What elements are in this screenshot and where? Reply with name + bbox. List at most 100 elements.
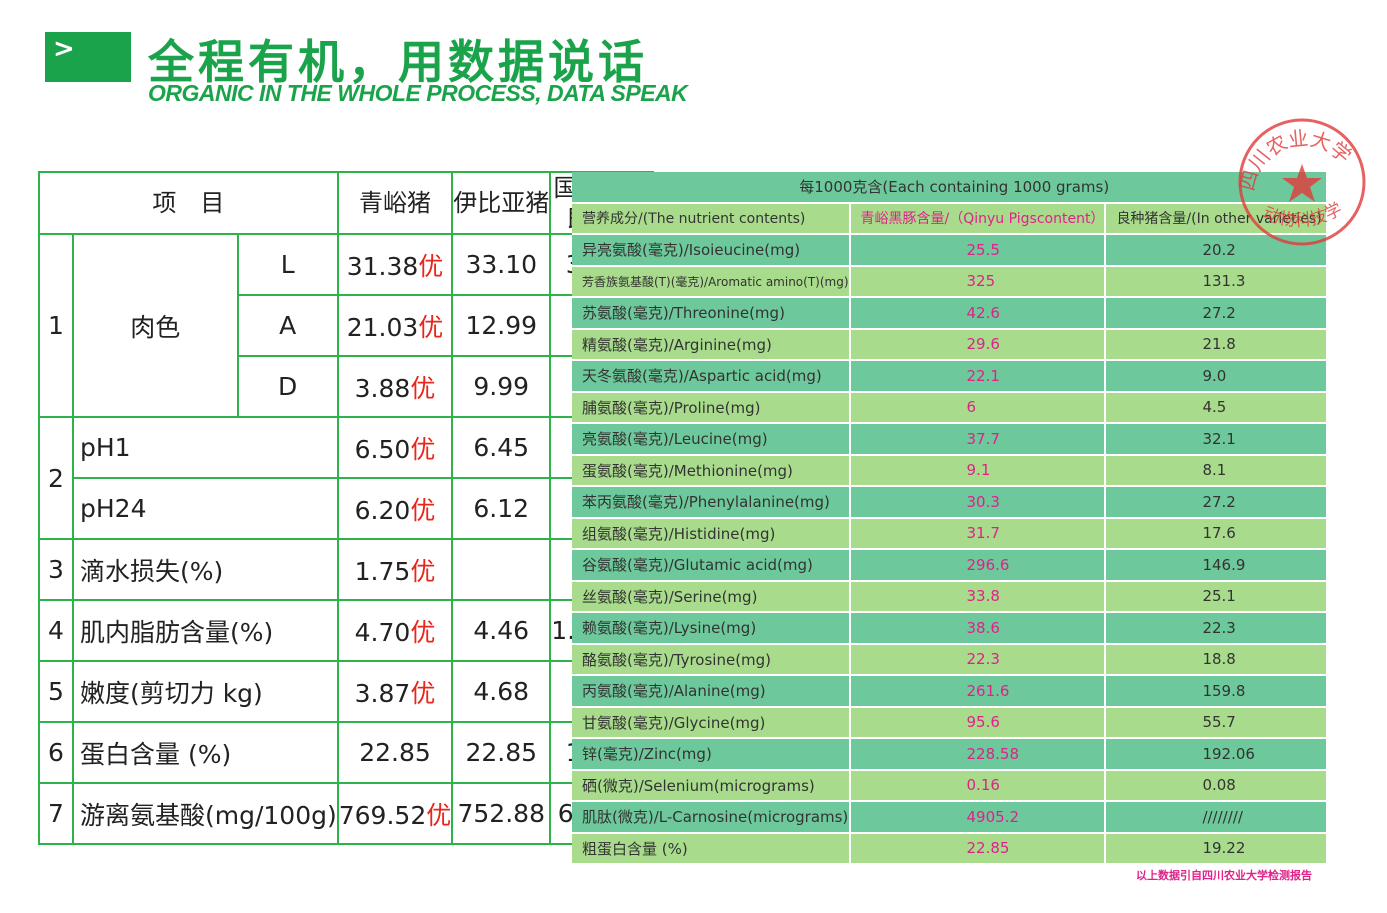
- header-text: 青峪猪: [359, 189, 431, 217]
- sub-item: A: [236, 294, 339, 357]
- qinyu-value: 25.5: [849, 234, 1107, 266]
- qinyu-value: 22.1: [849, 360, 1107, 392]
- sub-item: L: [236, 233, 339, 296]
- nutrient-name: 粗蛋白含量 (%): [572, 832, 851, 864]
- item: 游离氨基酸(mg/100g): [72, 782, 339, 845]
- nutrient-name: 苏氨酸(毫克)/Threonine(mg): [572, 297, 851, 329]
- row: 赖氨酸(毫克)/Lysine(mg) 38.6 22.3: [572, 612, 1329, 644]
- value: 6.20: [354, 495, 411, 525]
- row: 谷氨酸(毫克)/Glutamic acid(mg) 296.6 146.9: [572, 549, 1329, 581]
- value: 6.50: [354, 434, 411, 464]
- nutrient-name: 脯氨酸(毫克)/Proline(mg): [572, 391, 851, 423]
- other-value: 9.0: [1105, 360, 1329, 392]
- qinyu-value: 30.3: [849, 486, 1107, 518]
- header-text: 伊比亚猪: [453, 189, 550, 217]
- nutrient-name: 亮氨酸(毫克)/Leucine(mg): [572, 423, 851, 455]
- qinyu-value: 325: [849, 265, 1107, 297]
- value-cell: 21.03优: [336, 294, 454, 357]
- header-icon: >: [45, 32, 131, 82]
- nutrient-name: 赖氨酸(毫克)/Lysine(mg): [572, 612, 851, 644]
- other-value: 192.06: [1105, 738, 1329, 770]
- value: 3.88: [354, 373, 411, 403]
- excellent-mark: 优: [418, 251, 444, 281]
- item: 肌内脂肪含量(%): [72, 599, 339, 662]
- row: 粗蛋白含量 (%) 22.85 19.22: [572, 832, 1329, 864]
- qinyu-value: 38.6: [849, 612, 1107, 644]
- value-cell: 6.45: [451, 416, 552, 479]
- row: 精氨酸(毫克)/Arginine(mg) 29.6 21.8: [572, 328, 1329, 360]
- qinyu-value: 0.16: [849, 769, 1107, 801]
- other-value: 25.1: [1105, 580, 1329, 612]
- row: 苯丙氨酸(毫克)/Phenylalanine(mg) 30.3 27.2: [572, 486, 1329, 518]
- qinyu-value: 261.6: [849, 675, 1107, 707]
- nutrient-name: 精氨酸(毫克)/Arginine(mg): [572, 328, 851, 360]
- nutrient-name: 丝氨酸(毫克)/Serine(mg): [572, 580, 851, 612]
- nutrient-name: 天冬氨酸(毫克)/Aspartic acid(mg): [572, 360, 851, 392]
- row: 3 滴水损失(%) 1.75优 2.85: [38, 538, 654, 601]
- other-value: 159.8: [1105, 675, 1329, 707]
- value-cell: 22.85: [451, 721, 552, 784]
- row: 1 肉色 L 31.38优 33.10 37.18: [38, 233, 654, 418]
- header-cell: 青峪黑豚含量/（Qinyu Pigscontent）: [849, 202, 1107, 234]
- excellent-mark: 优: [410, 373, 436, 403]
- item: pH24: [72, 477, 339, 540]
- item: 滴水损失(%): [72, 538, 339, 601]
- value: 769.52: [338, 800, 427, 830]
- nutrient-name: 谷氨酸(毫克)/Glutamic acid(mg): [572, 549, 851, 581]
- row-number: 5: [38, 660, 74, 723]
- nutrient-name: 蛋氨酸(毫克)/Methionine(mg): [572, 454, 851, 486]
- row: 异亮氨酸(毫克)/Isoieucine(mg) 25.5 20.2: [572, 234, 1329, 266]
- other-value: 146.9: [1105, 549, 1329, 581]
- other-value: 19.22: [1105, 832, 1329, 864]
- qinyu-value: 33.8: [849, 580, 1107, 612]
- nutrient-name: 锌(毫克)/Zinc(mg): [572, 738, 851, 770]
- qinyu-value: 6: [849, 391, 1107, 423]
- nutrient-name: 丙氨酸(毫克)/Alanine(mg): [572, 675, 851, 707]
- nutrient-name: 甘氨酸(毫克)/Glycine(mg): [572, 706, 851, 738]
- excellent-mark: 优: [426, 800, 452, 830]
- qinyu-value: 22.3: [849, 643, 1107, 675]
- row: 6 蛋白含量 (%) 22.85 22.85 18.26: [38, 721, 654, 784]
- row: 甘氨酸(毫克)/Glycine(mg) 95.6 55.7: [572, 706, 1329, 738]
- header-cell: 营养成分/(The nutrient contents): [572, 202, 851, 234]
- value-cell: 752.88: [451, 782, 552, 845]
- qinyu-value: 31.7: [849, 517, 1107, 549]
- header-text: 项 目: [152, 189, 225, 217]
- title-row: 每1000克含(Each containing 1000 grams): [572, 172, 1329, 203]
- value: 4.70: [354, 617, 411, 647]
- row-number: 1: [38, 233, 74, 418]
- sub-item: D: [236, 355, 339, 418]
- row: 7 游离氨基酸(mg/100g) 769.52优 752.88 632.30: [38, 782, 654, 845]
- nutrient-name: 硒(微克)/Selenium(micrograms): [572, 769, 851, 801]
- excellent-mark: 优: [418, 312, 444, 342]
- qinyu-value: 37.7: [849, 423, 1107, 455]
- other-value: 32.1: [1105, 423, 1329, 455]
- row: 肌肽(微克)/L-Carnosine(micrograms) 4905.2////…: [572, 801, 1329, 833]
- value-cell: 769.52优: [336, 782, 454, 845]
- value-cell: 3.88优: [336, 355, 454, 418]
- row: pH24 6.20优 6.12 5.49: [39, 477, 654, 540]
- value-cell: 6.12: [451, 477, 552, 540]
- value: 21.03: [346, 312, 419, 342]
- row: 丝氨酸(毫克)/Serine(mg) 33.8 25.1: [572, 580, 1329, 612]
- nutrient-name: 肌肽(微克)/L-Carnosine(micrograms): [572, 801, 851, 833]
- value-cell: 31.38优: [336, 233, 454, 296]
- row: 丙氨酸(毫克)/Alanine(mg) 261.6 159.8: [572, 675, 1329, 707]
- value-cell: 4.46: [451, 599, 552, 662]
- nutrient-name: 异亮氨酸(毫克)/Isoieucine(mg): [572, 234, 851, 266]
- row: 酪氨酸(毫克)/Tyrosine(mg) 22.3 18.8: [572, 643, 1329, 675]
- empty-cell: [451, 538, 552, 601]
- value-cell: 1.75优: [336, 538, 454, 601]
- row-number: 6: [38, 721, 74, 784]
- qinyu-value: 29.6: [849, 328, 1107, 360]
- row: 2 pH1 6.50优 6.45 5.90: [38, 416, 654, 540]
- row: 亮氨酸(毫克)/Leucine(mg) 37.7 32.1: [572, 423, 1329, 455]
- excellent-mark: 优: [410, 495, 436, 525]
- row: 天冬氨酸(毫克)/Aspartic acid(mg) 22.1 9.0: [572, 360, 1329, 392]
- value-cell: 33.10: [451, 233, 552, 296]
- table-title: 每1000克含(Each containing 1000 grams): [572, 172, 1329, 203]
- value-cell: 12.99: [451, 294, 552, 357]
- header-cell: 良种猪含量/(In other varieties): [1105, 202, 1329, 234]
- header-cell: 青峪猪: [336, 171, 454, 235]
- row: 5 嫩度(剪切力 kg) 3.87优 4.68: [38, 660, 654, 723]
